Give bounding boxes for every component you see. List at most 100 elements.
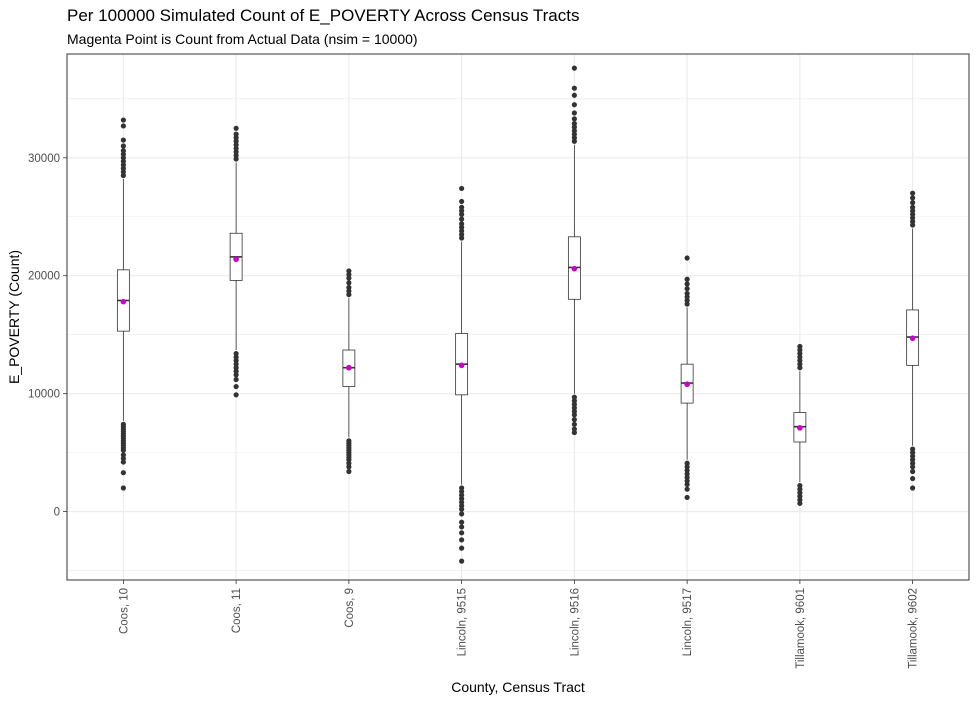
x-tick-label: Coos, 11 (231, 588, 243, 633)
x-tick-label: Lincoln, 9517 (682, 588, 694, 656)
actual-data-point (571, 265, 578, 272)
outlier-point (910, 464, 916, 470)
x-tick-label: Coos, 10 (118, 588, 130, 634)
outlier-point (571, 417, 577, 423)
outlier-point (910, 190, 916, 196)
outlier-point (571, 120, 577, 127)
actual-data-point (233, 256, 239, 263)
panel-border (66, 53, 970, 581)
box-group (567, 65, 581, 436)
outlier-point (684, 290, 690, 297)
outlier-point (797, 343, 803, 350)
outlier-point (459, 524, 465, 530)
x-tick-label: Lincoln, 9515 (457, 588, 469, 656)
actual-data-point (909, 335, 916, 342)
outlier-point (459, 537, 465, 543)
outlier-point (459, 216, 465, 222)
outlier-point (684, 494, 690, 501)
outlier-point (459, 519, 465, 525)
outlier-point (346, 280, 352, 286)
outlier-point (459, 558, 465, 564)
outlier-point (459, 511, 465, 517)
box-group (680, 255, 694, 501)
outlier-point (571, 421, 577, 427)
box-group (229, 125, 243, 398)
x-tick-label: Tillamook, 9601 (795, 588, 807, 669)
outlier-point (459, 545, 465, 551)
x-tick-label: Coos, 9 (344, 588, 356, 628)
outlier-point (459, 530, 465, 536)
box-group (455, 185, 469, 564)
outlier-point (346, 468, 352, 475)
outlier-point (120, 123, 126, 129)
outlier-point (233, 372, 239, 378)
actual-data-point (684, 381, 690, 388)
outlier-point (571, 412, 577, 418)
outlier-point (233, 131, 239, 137)
outlier-point (910, 195, 916, 201)
grid-lines (67, 54, 969, 580)
actual-data-point (458, 362, 465, 369)
outlier-point (459, 198, 465, 205)
actual-data-point (120, 298, 127, 305)
outlier-point (571, 429, 577, 436)
outlier-point (684, 276, 690, 282)
outlier-point (459, 185, 465, 192)
y-axis-title: E_POVERTY (Count) (6, 250, 22, 384)
outlier-point (571, 92, 577, 98)
actual-data-point (797, 425, 803, 431)
outlier-point (120, 485, 126, 491)
box-group (906, 190, 920, 491)
outlier-point (120, 137, 126, 143)
outlier-point (459, 221, 465, 227)
outlier-point (233, 383, 239, 390)
outlier-point (571, 85, 577, 91)
x-axis: Coos, 10 Coos, 11 Coos, 9 Lincoln, 9515 Linc… (118, 580, 920, 669)
chart-subtitle: Magenta Point is Count from Actual Data … (67, 31, 418, 47)
outlier-point (233, 392, 239, 398)
outlier-point (120, 117, 126, 123)
outlier-point (120, 470, 126, 476)
outlier-point (684, 486, 690, 492)
outlier-point (459, 506, 465, 512)
outlier-point (684, 481, 690, 488)
outlier-point (346, 464, 352, 470)
outlier-point (571, 65, 577, 71)
box-series (116, 65, 920, 564)
y-tick-label: 30000 (28, 153, 60, 165)
y-tick-label: 0 (54, 507, 60, 519)
outlier-point (346, 284, 352, 291)
outlier-point (910, 485, 916, 491)
outlier-point (571, 116, 577, 122)
chart-title: Per 100000 Simulated Count of E_POVERTY … (67, 6, 580, 25)
outlier-point (571, 102, 577, 108)
outlier-point (910, 204, 916, 210)
outlier-point (120, 148, 126, 154)
outlier-point (120, 143, 126, 149)
outlier-point (233, 125, 239, 131)
y-tick-label: 20000 (28, 271, 60, 283)
outlier-point (684, 281, 690, 287)
outlier-point (684, 286, 690, 292)
outlier-point (910, 200, 916, 206)
actual-data-point (346, 364, 352, 371)
outlier-point (120, 459, 126, 465)
x-tick-label: Lincoln, 9516 (569, 588, 581, 656)
y-tick-label: 10000 (28, 389, 60, 401)
outlier-point (910, 468, 916, 475)
outlier-point (571, 110, 577, 116)
outlier-point (684, 255, 690, 261)
outlier-point (797, 500, 803, 506)
x-tick-label: Tillamook, 9602 (908, 588, 920, 669)
box-group (342, 268, 356, 475)
y-axis: 0 10000 20000 30000 (28, 153, 67, 519)
x-axis-title: County, Census Tract (451, 679, 585, 695)
box-group (116, 117, 130, 491)
outlier-point (346, 268, 352, 274)
box-group (793, 343, 807, 506)
outlier-point (459, 204, 465, 210)
outlier-point (910, 475, 916, 482)
outlier-point (120, 447, 126, 453)
outlier-point (233, 376, 239, 383)
